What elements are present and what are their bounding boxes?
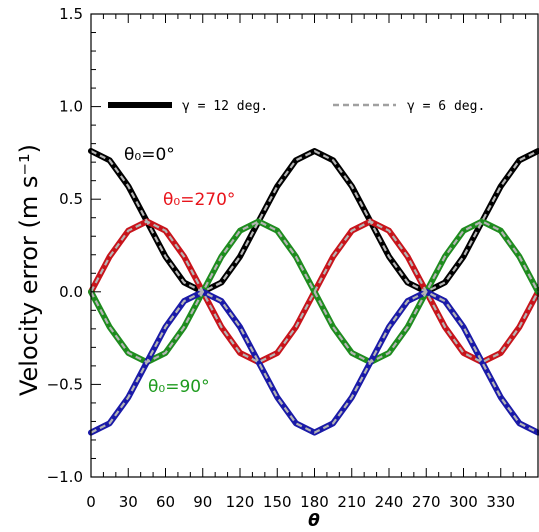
series-0-line xyxy=(88,148,539,295)
x-tick-label: 270 xyxy=(412,493,441,511)
y-tick-label: 1.0 xyxy=(59,98,83,116)
y-tick-label: 0.5 xyxy=(59,190,83,208)
x-tick-label: 210 xyxy=(337,493,366,511)
x-tick-label: 180 xyxy=(300,493,329,511)
y-tick-label: 1.5 xyxy=(59,5,83,23)
annotation-theta0-90: θ₀=90° xyxy=(148,377,210,397)
x-tick-label: 330 xyxy=(486,493,515,511)
annotation-theta0-0: θ₀=0° xyxy=(124,145,175,165)
legend-label-gamma-12: γ = 12 deg. xyxy=(182,99,268,114)
x-tick-label: 90 xyxy=(193,493,212,511)
x-axis-label: θ xyxy=(308,511,320,531)
series-0-dashed-line xyxy=(90,149,539,293)
legend-label-gamma-6: γ = 6 deg. xyxy=(407,99,485,114)
legend: γ = 12 deg. γ = 6 deg. xyxy=(108,99,485,114)
x-tick-label: 300 xyxy=(449,493,478,511)
x-tick-label: 60 xyxy=(156,493,175,511)
x-tick-label: 30 xyxy=(119,493,138,511)
series-3-dashed-line xyxy=(90,290,539,434)
annotation-theta0-270: θ₀=270° xyxy=(163,190,235,210)
x-tick-label: 150 xyxy=(263,493,292,511)
y-tick-label: −0.5 xyxy=(47,375,83,393)
series-group xyxy=(88,148,539,436)
y-tick-label: 0.0 xyxy=(59,283,83,301)
x-tick-label: 0 xyxy=(86,493,96,511)
x-tick-labels: 0 30 60 90 120 150 180 210 240 270 300 330 xyxy=(86,493,515,511)
x-tick-label: 240 xyxy=(375,493,404,511)
series-3-line xyxy=(88,288,539,436)
y-axis-label: Velocity error (m s⁻¹) xyxy=(15,144,43,396)
series-2-dashed-line xyxy=(90,220,539,364)
axis-ticks xyxy=(90,13,527,478)
y-tick-labels: −1.0 −0.5 0.0 0.5 1.0 1.5 xyxy=(47,5,83,486)
y-tick-label: −1.0 xyxy=(47,468,83,486)
x-tick-label: 120 xyxy=(226,493,255,511)
